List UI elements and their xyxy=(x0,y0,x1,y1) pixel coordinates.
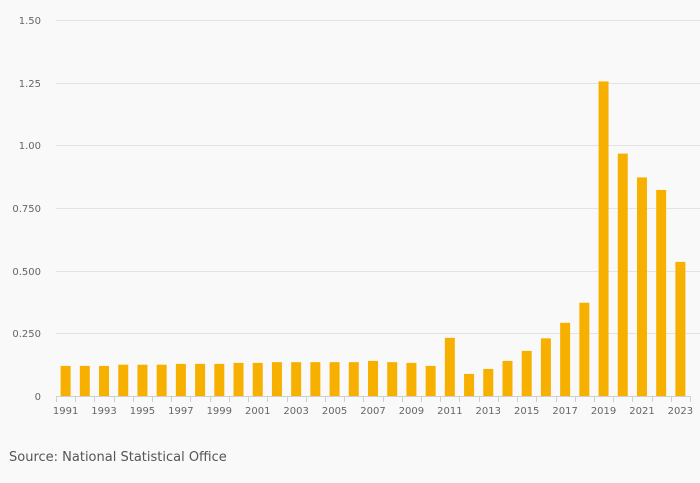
bar-1993 xyxy=(99,365,110,396)
bar-2002 xyxy=(271,362,282,396)
bar-2000 xyxy=(233,362,244,396)
x-tick-label: 1991 xyxy=(53,406,78,417)
x-tick-label: 2005 xyxy=(322,406,347,417)
bar-1997 xyxy=(175,363,186,396)
bar-2004 xyxy=(310,362,321,396)
x-tick-label: 1999 xyxy=(207,406,232,417)
bar-chart: 1991 1993 1995 1997 1999 2001 2003 2005 2007 2009… xyxy=(12,16,700,417)
y-tick-label: 0.250 xyxy=(12,329,41,340)
x-tick-label: 1997 xyxy=(168,406,193,417)
x-tick-label: 2011 xyxy=(437,406,462,417)
bar-2018 xyxy=(579,302,590,396)
x-tick-label: 2015 xyxy=(514,406,539,417)
bar-2008 xyxy=(387,362,398,396)
x-axis: 1991 1993 1995 1997 1999 2001 2003 2005 2007 2009… xyxy=(53,396,693,417)
bar-1995 xyxy=(137,364,148,396)
bar-2017 xyxy=(560,322,571,396)
bar-2003 xyxy=(291,362,302,396)
bar-2015 xyxy=(521,350,532,396)
y-axis: 0 0.250 0.500 0.750 1.00 1.25 1.50 xyxy=(12,16,41,403)
bar-2016 xyxy=(540,338,551,396)
x-tick-label: 1993 xyxy=(91,406,116,417)
x-tick-label: 2019 xyxy=(591,406,616,417)
y-tick-label: 1.00 xyxy=(19,141,41,152)
bar-2011 xyxy=(444,337,455,396)
x-tick-label: 2023 xyxy=(668,406,693,417)
bar-2013 xyxy=(483,368,494,396)
chart-bars xyxy=(60,81,686,396)
bar-2006 xyxy=(348,362,359,396)
x-tick-label: 2021 xyxy=(629,406,654,417)
x-tick-label: 2013 xyxy=(476,406,501,417)
bar-2012 xyxy=(464,373,475,396)
bar-2022 xyxy=(656,189,667,396)
bar-1994 xyxy=(118,364,129,396)
bar-1998 xyxy=(195,363,206,396)
bar-1991 xyxy=(60,365,71,396)
bar-2005 xyxy=(329,362,340,396)
bar-1992 xyxy=(79,365,90,396)
x-tick-label: 2009 xyxy=(399,406,424,417)
bar-2021 xyxy=(636,177,647,396)
bar-2007 xyxy=(368,360,378,396)
bar-2014 xyxy=(502,360,513,396)
x-tick-label: 2007 xyxy=(360,406,385,417)
bar-2023 xyxy=(675,261,686,396)
y-tick-label: 0.750 xyxy=(12,204,41,215)
y-tick-label: 0 xyxy=(35,392,41,403)
bar-1996 xyxy=(156,364,167,396)
y-tick-label: 0.500 xyxy=(12,267,41,278)
bar-1999 xyxy=(214,363,225,396)
bar-2020 xyxy=(617,153,628,396)
source-note: Source: National Statistical Office xyxy=(9,450,227,465)
bar-2009 xyxy=(406,362,417,396)
x-tick-label: 2017 xyxy=(552,406,577,417)
x-tick-label: 2003 xyxy=(283,406,308,417)
bar-2001 xyxy=(252,362,263,396)
x-tick-label: 1995 xyxy=(130,406,155,417)
y-tick-label: 1.25 xyxy=(19,79,41,90)
bar-2019 xyxy=(598,81,609,396)
y-tick-label: 1.50 xyxy=(19,16,41,27)
x-tick-label: 2001 xyxy=(245,406,270,417)
chart-gridlines xyxy=(56,20,700,334)
bar-2010 xyxy=(425,365,436,396)
